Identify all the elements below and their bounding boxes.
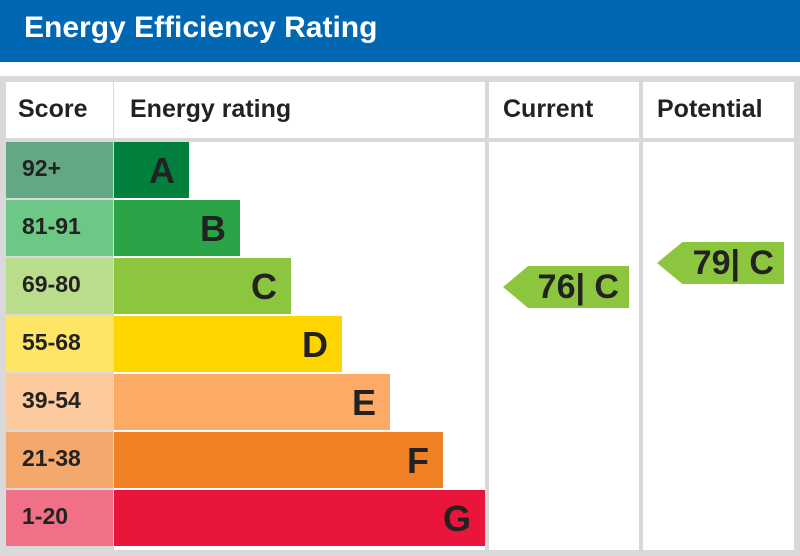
score-label: 55-68 [22,329,81,355]
score-label: 21-38 [22,445,81,471]
current-header-cell [489,82,639,138]
potential-column-header: Potential [657,95,763,123]
score-cell-a: 92+ [6,142,113,198]
rating-bar-f: F [114,432,443,488]
rating-header-cell [114,82,485,138]
score-cell-e: 39-54 [6,374,113,430]
rating-bar-g: G [114,490,485,546]
score-cell-d: 55-68 [6,316,113,372]
rating-table: Score Energy rating Current Potential 92… [0,76,800,556]
potential-rating-label: 79| C [692,243,774,282]
rating-letter: B [200,208,226,249]
current-body-cell [489,142,639,550]
page-title: Energy Efficiency Rating [24,11,378,44]
rating-bar-d: D [114,316,342,372]
score-cell-c: 69-80 [6,258,113,314]
rating-letter: A [149,150,175,191]
potential-header-cell [643,82,794,138]
rating-letter: G [442,498,471,539]
current-column-header: Current [503,95,594,123]
rating-letter: F [407,440,429,481]
score-label: 69-80 [22,271,81,297]
score-cell-g: 1-20 [6,490,113,546]
score-column-header: Score [18,95,88,123]
rating-column-header: Energy rating [130,95,292,123]
rating-letter: E [351,382,376,423]
current-rating-label: 76| C [537,267,619,306]
rating-letter: D [302,324,328,365]
score-label: 92+ [22,155,62,181]
score-label: 39-54 [22,387,81,413]
rating-bar-c: C [114,258,291,314]
score-label: 81-91 [22,213,81,239]
rating-bar-b: B [114,200,240,256]
score-label: 1-20 [22,503,69,529]
rating-letter: C [251,266,277,307]
score-cell-b: 81-91 [6,200,113,256]
current-rating-arrow: 76| C [503,266,629,308]
score-cell-f: 21-38 [6,432,113,488]
rating-bar-a: A [114,142,189,198]
potential-rating-arrow: 79| C [657,242,784,284]
potential-arrow-shape [657,242,784,284]
score-header-cell [6,82,113,138]
header-bar: Energy Efficiency Rating [0,0,800,62]
rating-bar-e: E [114,374,390,430]
potential-body-cell [643,142,794,550]
current-arrow-shape [503,266,629,308]
